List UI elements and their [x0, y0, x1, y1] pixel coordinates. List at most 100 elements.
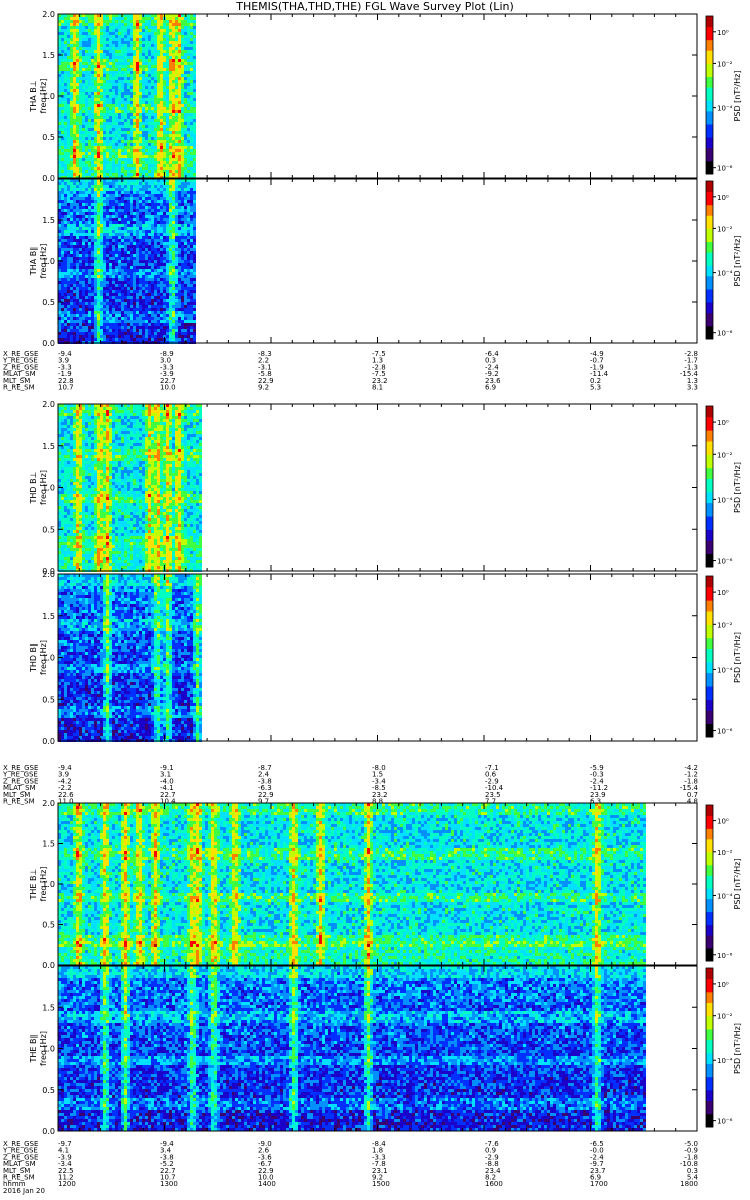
ephemeris-value: -15.4	[680, 370, 699, 378]
ephemeris-value: 11.2	[58, 1174, 74, 1182]
ephemeris-value: 23.1	[372, 1167, 388, 1175]
colorbar-tick-label: 10⁻⁶	[717, 165, 733, 173]
ephemeris-value: 1200	[58, 1180, 76, 1188]
ephemeris-value: 0.3	[687, 1167, 698, 1175]
colorbar-tick-label: 10⁻⁶	[717, 1118, 733, 1126]
ephemeris-value: 22.5	[58, 1167, 74, 1175]
colorbar-tick-label: 10⁻⁴	[717, 496, 733, 504]
colorbar-tick-label: 10⁻²	[717, 451, 733, 459]
ephemeris-value: 0.2	[590, 377, 601, 385]
colorbar-tick-label: 10⁰	[717, 981, 729, 989]
ephemeris-value: -4.2	[684, 764, 698, 772]
ephemeris-value: -3.4	[58, 1160, 72, 1168]
ephemeris-value: -3.3	[58, 363, 72, 371]
ephemeris-value: -5.0	[684, 1140, 698, 1148]
ephemeris-value: -1.2	[684, 771, 698, 779]
ephemeris-value: -5.9	[590, 764, 604, 772]
ephemeris-table: X_RE_GSEY_RE_GSEZ_RE_GSEMLAT_SMMLT_SMR_R…	[2, 764, 699, 806]
ephemeris-value: -5.2	[160, 1160, 174, 1168]
ephemeris-value: -5.8	[258, 370, 272, 378]
ephemeris-row-label: R_RE_SM	[3, 798, 35, 806]
ephemeris-value: 1600	[485, 1180, 503, 1188]
ephemeris-value: 6.3	[590, 798, 601, 806]
ephemeris-row-label: Y_RE_GSE	[2, 1147, 38, 1155]
ephemeris-row-label: 2016 Jan 20	[3, 1187, 45, 1195]
y-tick-label: 2.0	[42, 799, 55, 808]
ephemeris-value: -2.4	[590, 777, 604, 785]
ephemeris-value: 1.3	[687, 377, 698, 385]
y-tick-label: 1.0	[42, 92, 55, 101]
ephemeris-value: -3.3	[160, 363, 174, 371]
ephemeris-value: 10.4	[160, 798, 176, 806]
ephemeris-value: 3.9	[58, 771, 69, 779]
y-tick-label: 0.5	[42, 133, 55, 142]
ephemeris-row-label: X_RE_GSE	[3, 764, 38, 772]
colorbar: 10⁻⁶ 10⁻⁴ 10⁻² 10⁰ PSD [nT²/Hz]	[705, 15, 742, 175]
spectrogram-image	[58, 404, 202, 572]
ephemeris-value: 1.3	[372, 357, 383, 365]
y-axis-label: freq [Hz]	[39, 1031, 48, 1066]
ephemeris-value: 22.8	[58, 377, 74, 385]
ephemeris-value: 23.9	[590, 791, 606, 799]
y-tick-label: 1.0	[42, 654, 55, 663]
colorbar-tick-label: 10⁻⁶	[717, 952, 733, 960]
ephemeris-value: -2.8	[372, 363, 386, 371]
colorbar-tick-label: 10⁰	[717, 818, 729, 826]
ephemeris-row-label: MLAT_SM	[3, 1160, 36, 1168]
ephemeris-value: -3.8	[160, 1153, 174, 1161]
y-axis-label: freq [Hz]	[39, 640, 48, 675]
colorbar-tick-label: 10⁻⁴	[717, 892, 733, 900]
y-tick-label: 1.0	[42, 257, 55, 266]
panel-label: THE B∥	[29, 1035, 38, 1064]
ephemeris-value: 22.7	[160, 1167, 176, 1175]
colorbar: 10⁻⁶ 10⁻⁴ 10⁻² 10⁰ PSD [nT²/Hz]	[705, 575, 742, 738]
ephemeris-value: -2.2	[58, 784, 72, 792]
ephemeris-value: -3.6	[258, 1153, 272, 1161]
panel-label: THD B⊥	[29, 471, 38, 504]
ephemeris-value: -9.0	[258, 1140, 272, 1148]
spectrogram-image	[58, 179, 196, 344]
y-tick-label: 1.0	[42, 880, 55, 889]
y-tick-label: 1.5	[42, 51, 55, 60]
ephemeris-value: 10.0	[258, 1174, 274, 1182]
ephemeris-value: 0.3	[485, 357, 496, 365]
ephemeris-value: 6.9	[590, 1174, 601, 1182]
ephemeris-value: -3.1	[258, 363, 272, 371]
ephemeris-value: 8.2	[485, 1174, 496, 1182]
ephemeris-table: X_RE_GSEY_RE_GSEZ_RE_GSEMLAT_SMMLT_SMR_R…	[2, 350, 699, 392]
ephemeris-value: 1700	[590, 1180, 608, 1188]
y-tick-label: 1.5	[42, 612, 55, 621]
ephemeris-value: 23.6	[485, 377, 501, 385]
y-tick-label: 0.0	[42, 174, 55, 183]
ephemeris-row-label: Z_RE_GSE	[3, 1153, 38, 1161]
y-tick-label: 0.5	[42, 298, 55, 307]
colorbar-label: PSD [nT²/Hz]	[733, 1023, 742, 1074]
ephemeris-value: -4.2	[58, 777, 72, 785]
ephemeris-value: -9.7	[58, 1140, 72, 1148]
ephemeris-value: -7.8	[372, 1160, 386, 1168]
colorbar: 10⁻⁶ 10⁻⁴ 10⁻² 10⁰ PSD [nT²/Hz]	[705, 967, 742, 1128]
colorbar-tick-label: 10⁰	[717, 589, 729, 597]
y-tick-label: 1.5	[42, 216, 55, 225]
ephemeris-value: 1500	[372, 1180, 390, 1188]
ephemeris-row-label: Z_RE_GSE	[3, 363, 38, 371]
ephemeris-value: -4.1	[160, 784, 174, 792]
ephemeris-value: -1.7	[684, 357, 698, 365]
ephemeris-value: -6.5	[590, 1140, 604, 1148]
panel-label: THE B⊥	[29, 868, 38, 900]
ephemeris-row-label: MLT_SM	[3, 791, 30, 799]
ephemeris-value: -9.4	[58, 350, 72, 358]
ephemeris-value: -4.0	[160, 777, 174, 785]
ephemeris-value: -0.9	[684, 1147, 698, 1155]
colorbar-tick-label: 10⁻⁶	[717, 728, 733, 736]
colorbar-label: PSD [nT²/Hz]	[733, 632, 742, 683]
ephemeris-value: 7.7	[485, 798, 496, 806]
ephemeris-row-label: MLT_SM	[3, 1167, 30, 1175]
colorbar-tick-label: 10⁻²	[717, 225, 733, 233]
ephemeris-value: 23.7	[590, 1167, 606, 1175]
ephemeris-row-label: MLAT_SM	[3, 370, 36, 378]
ephemeris-row-label: X_RE_GSE	[3, 350, 38, 358]
